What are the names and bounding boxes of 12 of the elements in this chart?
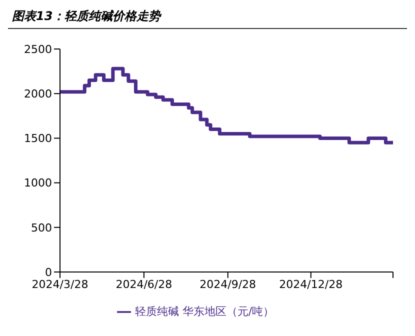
x-tick-label: 2024/12/28 [279, 278, 343, 291]
legend-label: 轻质纯碱 华东地区（元/吨） [134, 305, 274, 318]
x-tick-label: 2024/9/28 [200, 278, 256, 291]
y-tick-label: 0 [45, 266, 52, 279]
y-tick-label: 2000 [24, 88, 52, 101]
y-tick-label: 1500 [24, 132, 52, 146]
x-tick-label: 2024/3/28 [32, 278, 88, 291]
y-tick-label: 1000 [24, 176, 52, 190]
y-tick-label: 2500 [24, 42, 52, 56]
x-tick-label: 2024/6/28 [116, 278, 172, 291]
y-tick-label: 500 [31, 221, 52, 234]
chart-title: 图表13：轻质纯碱价格走势 [12, 8, 163, 24]
